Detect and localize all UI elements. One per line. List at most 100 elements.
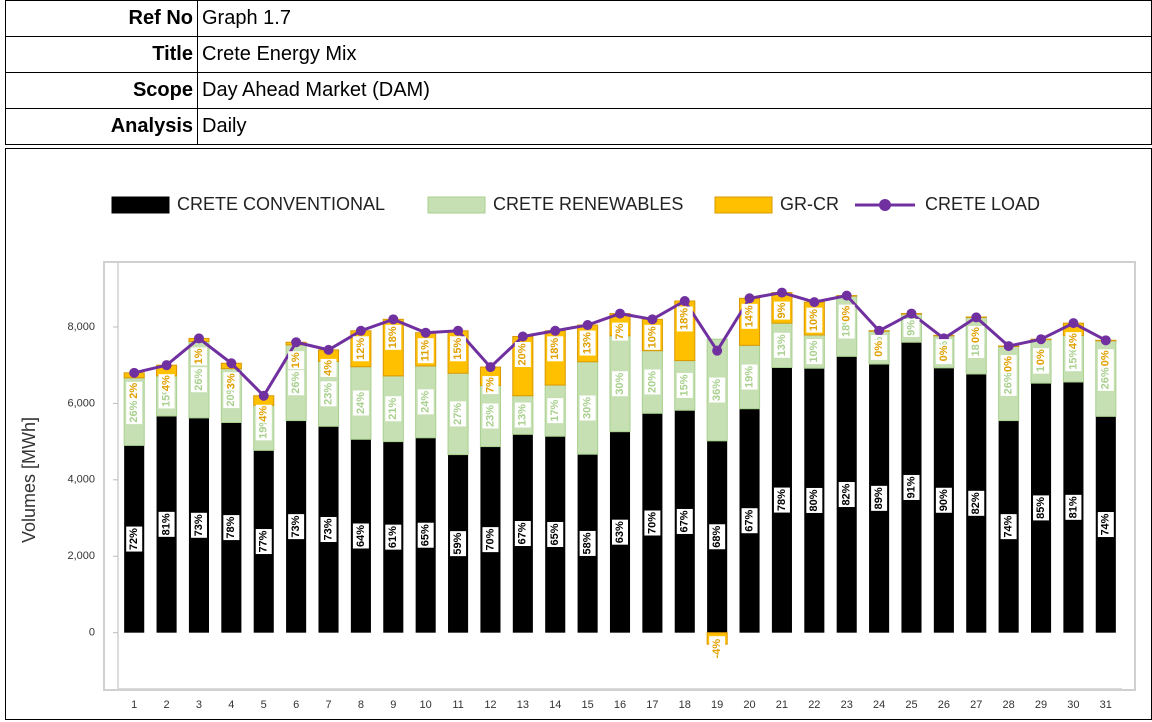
label-bg: [676, 306, 693, 332]
label-bg: [709, 524, 726, 550]
data-label: 90%: [938, 489, 950, 511]
plot-frame: [103, 261, 1136, 691]
legend-label: CRETE LOAD: [925, 194, 1040, 214]
legend-label: CRETE RENEWABLES: [493, 194, 683, 214]
load-marker: [453, 325, 464, 336]
data-label: 30%: [614, 372, 626, 394]
label-bg: [320, 358, 337, 377]
data-label: 36%: [711, 379, 723, 401]
label-bg: [126, 526, 143, 552]
data-label: 89%: [873, 487, 885, 509]
label-bg: [352, 523, 369, 549]
header-value: Graph 1.7: [197, 0, 1152, 37]
load-marker: [744, 293, 755, 304]
label-bg: [255, 404, 272, 423]
x-tick-label: 2: [164, 699, 170, 711]
label-bg: [1065, 332, 1082, 351]
x-tick-label: 21: [776, 699, 788, 711]
header-table: Ref No Graph 1.7 Title Crete Energy Mix Sc…: [5, 0, 1152, 145]
label-bg: [385, 396, 402, 422]
label-bg: [514, 342, 531, 368]
data-label: 10%: [646, 326, 658, 348]
label-bg: [223, 372, 240, 391]
data-label: 18%: [387, 326, 399, 348]
x-tick-label: 11: [452, 699, 463, 711]
label-bg: [676, 508, 693, 534]
label-bg: [741, 508, 758, 534]
label-bg: [644, 369, 661, 395]
data-label: 0%: [1003, 356, 1015, 372]
data-label: 18%: [549, 338, 561, 360]
data-label: 4%: [258, 406, 270, 422]
data-label: 67%: [517, 522, 529, 544]
load-marker: [550, 325, 561, 336]
label-bg: [223, 515, 240, 541]
data-label: 17%: [549, 399, 561, 421]
label-bg: [903, 474, 920, 500]
data-label: 1%: [193, 348, 205, 364]
data-label: 4%: [160, 375, 172, 391]
x-tick-label: 22: [808, 699, 820, 711]
legend-swatch: [714, 196, 773, 214]
y-tick-label: 2,000: [67, 550, 95, 562]
label-bg: [612, 371, 628, 397]
load-marker: [420, 327, 431, 338]
load-marker: [129, 367, 140, 378]
header-value: Crete Energy Mix: [197, 36, 1152, 73]
header-label: Title: [5, 36, 198, 73]
data-label: 82%: [970, 492, 982, 514]
x-tick-label: 16: [614, 699, 626, 711]
legend-swatch: [427, 196, 486, 214]
x-tick-label: 26: [938, 699, 950, 711]
data-label: 59%: [452, 532, 464, 554]
label-bg: [126, 399, 143, 425]
label-bg: [288, 514, 305, 540]
data-label: 58%: [582, 532, 594, 554]
data-label: 13%: [582, 332, 594, 354]
load-marker: [874, 325, 885, 336]
y-axis-title: Volumes [MWh]: [19, 417, 39, 543]
x-tick-label: 7: [325, 699, 331, 711]
x-tick-label: 9: [390, 699, 396, 711]
data-label: 24%: [355, 392, 367, 414]
data-label: 10%: [808, 309, 820, 331]
data-label: 0%: [1035, 349, 1047, 365]
label-bg: [1097, 365, 1114, 391]
data-label: 78%: [776, 489, 788, 511]
data-label: 3%: [225, 373, 237, 389]
label-bg: [320, 381, 337, 407]
label-bg: [1065, 494, 1082, 520]
label-bg: [579, 395, 596, 421]
label-bg: [644, 324, 661, 350]
label-bg: [806, 339, 823, 365]
label-bg: [190, 367, 207, 393]
label-bg: [806, 487, 823, 513]
data-label: 4%: [322, 360, 334, 376]
label-bg: [741, 303, 758, 329]
header-value: Day Ahead Market (DAM): [197, 72, 1152, 109]
y-tick-label: 6,000: [67, 397, 95, 409]
label-bg: [288, 370, 305, 396]
data-label: 74%: [1003, 515, 1015, 537]
x-tick-label: 3: [196, 699, 202, 711]
load-marker: [388, 314, 399, 325]
label-bg: [450, 531, 467, 557]
x-tick-label: 15: [581, 699, 593, 711]
data-label: 65%: [420, 524, 432, 546]
data-label: 61%: [387, 526, 399, 548]
label-bg: [514, 402, 531, 428]
header-label: Scope: [5, 72, 198, 109]
load-marker: [615, 308, 625, 319]
data-label: 20%: [517, 343, 529, 365]
data-label: 85%: [1035, 497, 1047, 519]
label-bg: [1033, 348, 1050, 367]
data-label: 23%: [322, 383, 334, 405]
label-bg: [709, 636, 726, 662]
label-bg: [190, 512, 207, 538]
label-bg: [709, 377, 726, 403]
data-label: 63%: [614, 521, 626, 543]
data-label: 11%: [420, 340, 432, 362]
label-bg: [1065, 346, 1082, 372]
load-marker: [582, 320, 593, 331]
label-bg: [255, 529, 272, 555]
